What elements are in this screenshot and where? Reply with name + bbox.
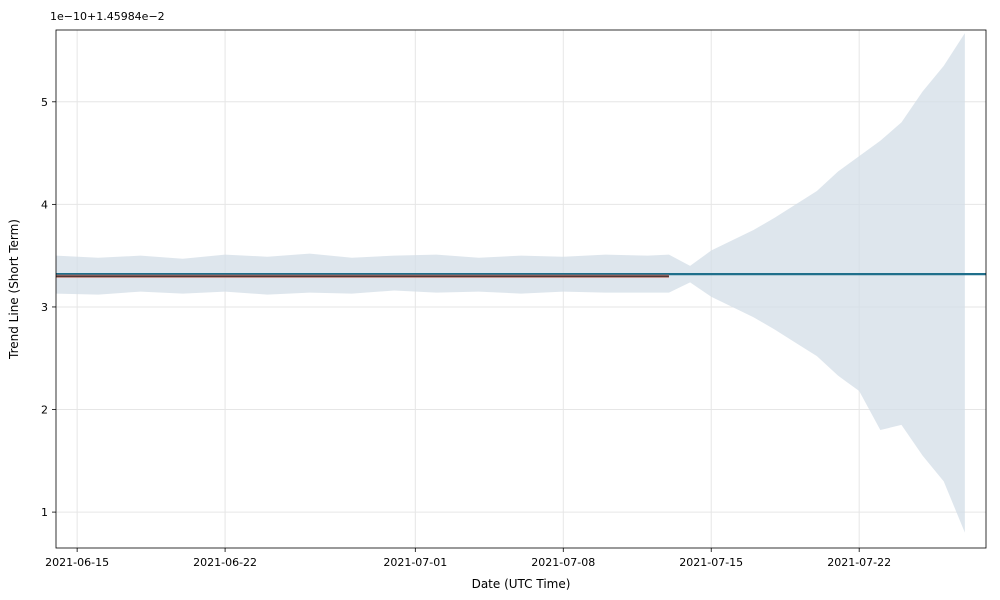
y-tick-label: 3 bbox=[41, 301, 48, 314]
y-tick-label: 4 bbox=[41, 198, 48, 211]
x-tick-label: 2021-06-15 bbox=[45, 556, 109, 569]
x-axis-label: Date (UTC Time) bbox=[472, 577, 571, 591]
trend-forecast-chart: 2021-06-15 2021-06-22 2021-07-01 2021-07-08… bbox=[0, 0, 1000, 600]
y-offset-text: 1e−10+1.45984e−2 bbox=[50, 10, 165, 23]
x-tick-label: 2021-07-22 bbox=[827, 556, 891, 569]
x-tick-label: 2021-07-08 bbox=[531, 556, 595, 569]
x-tick-label: 2021-06-22 bbox=[193, 556, 257, 569]
y-tick-label: 5 bbox=[41, 96, 48, 109]
y-tick-label: 1 bbox=[41, 506, 48, 519]
x-tick-label: 2021-07-15 bbox=[679, 556, 743, 569]
y-axis-label: Trend Line (Short Term) bbox=[7, 219, 21, 360]
y-tick-label: 2 bbox=[41, 404, 48, 417]
x-tick-label: 2021-07-01 bbox=[383, 556, 447, 569]
